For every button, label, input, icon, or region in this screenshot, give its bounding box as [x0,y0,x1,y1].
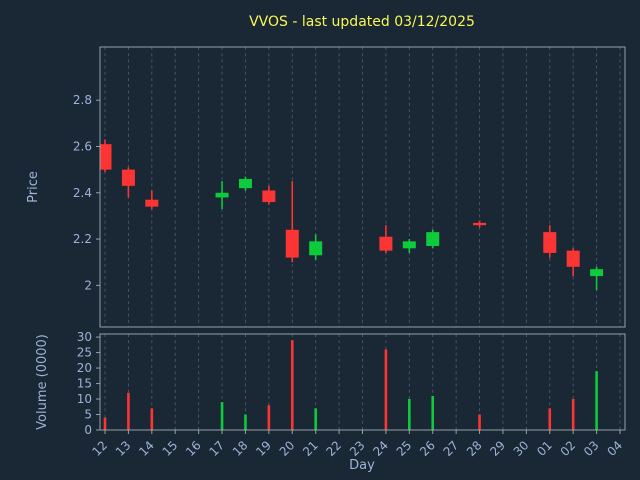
price-tick-label: 2.8 [73,93,92,107]
x-tick-label: 16 [183,438,204,459]
x-tick-label: 15 [160,438,181,459]
volume-bar [431,395,435,430]
volume-tick-label: 20 [77,361,92,375]
x-tick-label: 19 [253,438,274,459]
volume-tick-label: 10 [77,392,92,406]
candle-body [145,199,159,207]
x-tick-label: 04 [604,438,625,459]
x-axis-label: Day [349,458,375,473]
candle-body [566,250,580,267]
volume-bar [267,405,271,430]
candle-body [121,169,135,186]
candle-body [100,144,112,170]
volume-bar [571,399,575,430]
volume-bar [150,408,154,430]
volume-tick-label: 5 [84,408,92,422]
x-tick-label: 22 [324,438,345,459]
candle-body [309,241,323,256]
x-tick-label: 02 [558,438,579,459]
volume-bar [314,408,317,430]
x-tick-label: 29 [487,438,508,459]
x-tick-label: 12 [89,438,110,459]
volume-bar [244,414,247,430]
x-tick-label: 23 [347,438,368,459]
volume-bars-group [103,340,598,430]
x-tick-label: 18 [230,438,251,459]
volume-bar [220,402,224,430]
candle-body [426,232,440,247]
x-tick-label: 24 [370,438,391,459]
candle-body [473,222,487,226]
candle-body [543,232,557,253]
price-tick-label: 2.6 [73,140,92,154]
volume-tick-label: 0 [84,423,92,437]
price-tick-label: 2 [84,278,92,292]
x-tick-label: 20 [277,438,298,459]
candle-body [402,241,416,249]
volume-bar [478,414,481,430]
volume-bar [103,417,107,430]
price-tick-label: 2.2 [73,232,92,246]
x-tick-label: 13 [113,438,134,459]
volume-bar [548,408,552,430]
x-tick-label: 01 [534,438,555,459]
candle-body [262,190,276,203]
price-panel-border [99,46,626,328]
x-tick-label: 03 [581,438,602,459]
candle-body [379,236,393,251]
candles-group [100,139,604,290]
volume-tick-label: 15 [77,377,92,391]
volume-tick-label: 25 [77,346,92,360]
candle-body [590,269,604,277]
volume-tick-label: 30 [77,330,92,344]
chart-title: VVOS - last updated 03/12/2025 [249,14,475,30]
x-tick-label: 25 [394,438,415,459]
x-tick-label: 17 [206,438,227,459]
price-axis-label: Price [26,171,41,203]
x-tick-label: 14 [136,438,157,459]
x-tick-label: 21 [300,438,321,459]
x-tick-label: 26 [417,438,438,459]
x-tick-label: 27 [441,438,462,459]
candle-body [285,229,299,258]
x-tick-label: 30 [511,438,532,459]
candle-body [215,192,229,198]
volume-bar [384,349,388,430]
x-tick-label: 28 [464,438,485,459]
volume-axis-label: Volume (0000) [35,334,50,430]
volume-bar [408,399,411,430]
candle-body [238,178,252,189]
volume-bar [595,371,598,430]
volume-bar [127,392,130,430]
price-tick-label: 2.4 [73,186,92,200]
volume-bar [290,340,294,430]
